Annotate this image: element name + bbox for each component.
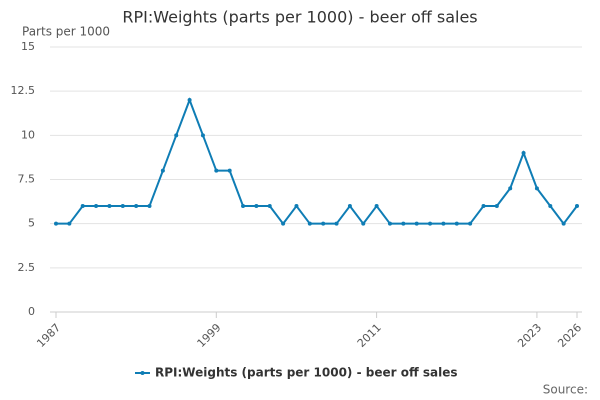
x-tick-label: 1999 <box>195 321 224 350</box>
data-point <box>214 168 219 173</box>
data-point <box>200 133 205 138</box>
y-tick-label: 12.5 <box>11 84 36 97</box>
data-point <box>54 221 58 226</box>
data-point <box>321 221 326 226</box>
y-tick-label: 10 <box>21 128 35 141</box>
data-point <box>80 204 85 208</box>
data-point <box>294 204 299 208</box>
data-point <box>494 204 499 208</box>
data-point <box>174 133 179 138</box>
y-tick-label: 5 <box>28 217 35 230</box>
x-tick-label: 2023 <box>515 321 544 350</box>
data-point <box>120 204 125 208</box>
data-point <box>134 204 139 208</box>
data-point <box>347 204 352 208</box>
data-point <box>548 204 553 208</box>
y-tick-label: 15 <box>21 40 35 53</box>
y-tick-label: 7.5 <box>18 173 36 186</box>
data-point <box>401 221 406 226</box>
data-point <box>441 221 446 226</box>
data-point <box>241 204 246 208</box>
data-point <box>94 204 99 208</box>
data-point <box>160 168 165 173</box>
data-point <box>67 221 72 226</box>
data-point <box>454 221 459 226</box>
data-point <box>561 221 566 226</box>
source-label: Source: <box>543 383 588 397</box>
data-point <box>334 221 339 226</box>
data-point <box>575 204 579 208</box>
y-tick-label: 2.5 <box>18 261 36 274</box>
data-point <box>307 221 312 226</box>
data-point <box>468 221 473 226</box>
data-point <box>428 221 433 226</box>
data-point <box>187 98 192 102</box>
data-point <box>387 221 392 226</box>
legend-label: RPI:Weights (parts per 1000) - beer off … <box>155 366 457 380</box>
x-tick-label: 2026 <box>555 321 584 350</box>
series-line <box>56 97 578 226</box>
data-point <box>534 186 539 191</box>
data-point <box>227 168 232 173</box>
data-point <box>361 221 366 226</box>
x-tick-label: 2011 <box>355 321 384 350</box>
data-point <box>147 204 152 208</box>
data-point <box>414 221 419 226</box>
data-point <box>281 221 286 226</box>
y-tick-label: 0 <box>28 305 35 318</box>
x-tick-label: 1987 <box>34 321 63 350</box>
data-point <box>481 204 486 208</box>
data-point <box>374 204 379 208</box>
data-point <box>267 204 272 208</box>
chart-title: RPI:Weights (parts per 1000) - beer off … <box>122 8 477 27</box>
data-point <box>508 186 513 191</box>
data-point <box>521 151 526 155</box>
data-point <box>254 204 259 208</box>
data-point <box>107 204 112 208</box>
legend-marker <box>140 371 145 375</box>
y-axis-label: Parts per 1000 <box>22 25 110 39</box>
